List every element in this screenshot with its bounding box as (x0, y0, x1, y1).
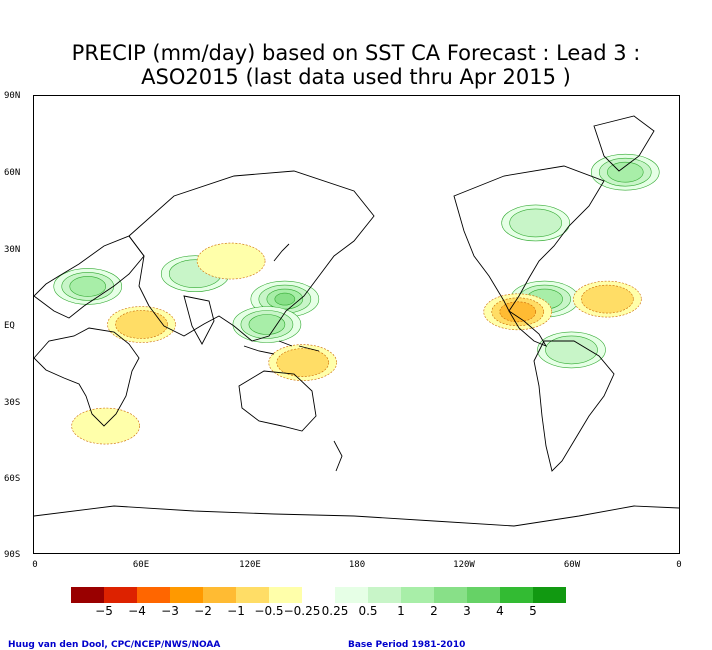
wet-anomaly-contour (69, 276, 107, 297)
map-canvas (34, 115, 679, 527)
dry-anomaly-contour (71, 407, 140, 445)
colorbar-label: −5 (95, 604, 113, 618)
colorbar-swatch (500, 587, 533, 603)
precip-anomaly-map (33, 95, 680, 554)
lon-label-60w: 60W (563, 560, 581, 570)
colorbar (71, 587, 566, 603)
coastline-central-america (508, 310, 548, 347)
dry-anomaly-contour (115, 310, 168, 339)
dry-anomaly-contour (196, 242, 266, 280)
wet-anomaly-contour (274, 292, 296, 306)
coastline-asia (128, 170, 375, 342)
colorbar-swatch (137, 587, 170, 603)
colorbar-label: 4 (496, 604, 504, 618)
colorbar-swatch (533, 587, 566, 603)
colorbar-label: 0.5 (358, 604, 378, 618)
coastline-north-america (453, 165, 605, 312)
colorbar-swatch (269, 587, 302, 603)
lon-label-0-east: 0 (676, 560, 682, 570)
colorbar-label: −0.5 (254, 604, 284, 618)
colorbar-swatch (335, 587, 368, 603)
coastline-layer (34, 115, 679, 527)
colorbar-label: 0.25 (321, 604, 349, 618)
lat-label-90n: 90N (4, 91, 21, 101)
coastline-new-zealand (333, 440, 343, 472)
colorbar-swatch (401, 587, 434, 603)
colorbar-label: −0.25 (283, 604, 321, 618)
colorbar-swatch (368, 587, 401, 603)
author-credit: Huug van den Dool, CPC/NCEP/NWS/NOAA (8, 640, 221, 650)
wet-anomaly-contour (606, 161, 644, 183)
base-period-note: Base Period 1981-2010 (348, 640, 466, 650)
colorbar-label: −2 (194, 604, 212, 618)
colorbar-swatch (236, 587, 269, 603)
lon-label-60e: 60E (132, 560, 150, 570)
map-title-line-1: PRECIP (mm/day) based on SST CA Forecast… (71, 41, 641, 65)
colorbar-swatch (104, 587, 137, 603)
lon-label-120e: 120E (239, 560, 261, 570)
lat-label-90s: 90S (4, 550, 21, 560)
colorbar-swatch (302, 587, 335, 603)
colorbar-swatch (170, 587, 203, 603)
colorbar-swatch (467, 587, 500, 603)
coastline-japan (273, 243, 290, 262)
colorbar-swatch (71, 587, 104, 603)
wet-anomaly-contour (248, 314, 286, 335)
lat-label-60n: 60N (4, 168, 21, 178)
colorbar-label: −1 (227, 604, 245, 618)
lon-label-120w: 120W (453, 560, 475, 570)
lat-label-30n: 30N (4, 245, 21, 255)
coastline-africa (34, 327, 140, 427)
wet-anomaly-contour (509, 208, 562, 238)
colorbar-label: 3 (463, 604, 471, 618)
colorbar-label: −3 (161, 604, 179, 618)
lon-label-180: 180 (348, 560, 366, 570)
lat-label-eq: EQ (4, 321, 15, 331)
coastline-australia (238, 370, 317, 432)
coastline-south-america (533, 340, 615, 472)
colorbar-label: 5 (529, 604, 537, 618)
coastline-india (183, 295, 215, 345)
colorbar-label: −4 (128, 604, 146, 618)
coastline-greenland (593, 115, 655, 172)
lat-label-60s: 60S (4, 474, 21, 484)
lat-label-30s: 30S (4, 398, 21, 408)
coastline-antarctica (34, 505, 679, 527)
wet-anomaly-contour (545, 335, 598, 365)
dry-anomaly-contour (581, 284, 634, 314)
dry-anomaly-contour (499, 301, 537, 323)
coastline-indonesia (243, 340, 320, 355)
colorbar-swatch (203, 587, 236, 603)
map-title-line-2: ASO2015 (last data used thru Apr 2015 ) (141, 65, 571, 89)
colorbar-label: 1 (397, 604, 405, 618)
colorbar-swatch (434, 587, 467, 603)
dry-anomaly-contour (276, 348, 330, 377)
colorbar-label: 2 (430, 604, 438, 618)
anomaly-field-layer (53, 153, 660, 445)
coastline-europe (34, 235, 145, 319)
lon-label-0: 0 (32, 560, 38, 570)
